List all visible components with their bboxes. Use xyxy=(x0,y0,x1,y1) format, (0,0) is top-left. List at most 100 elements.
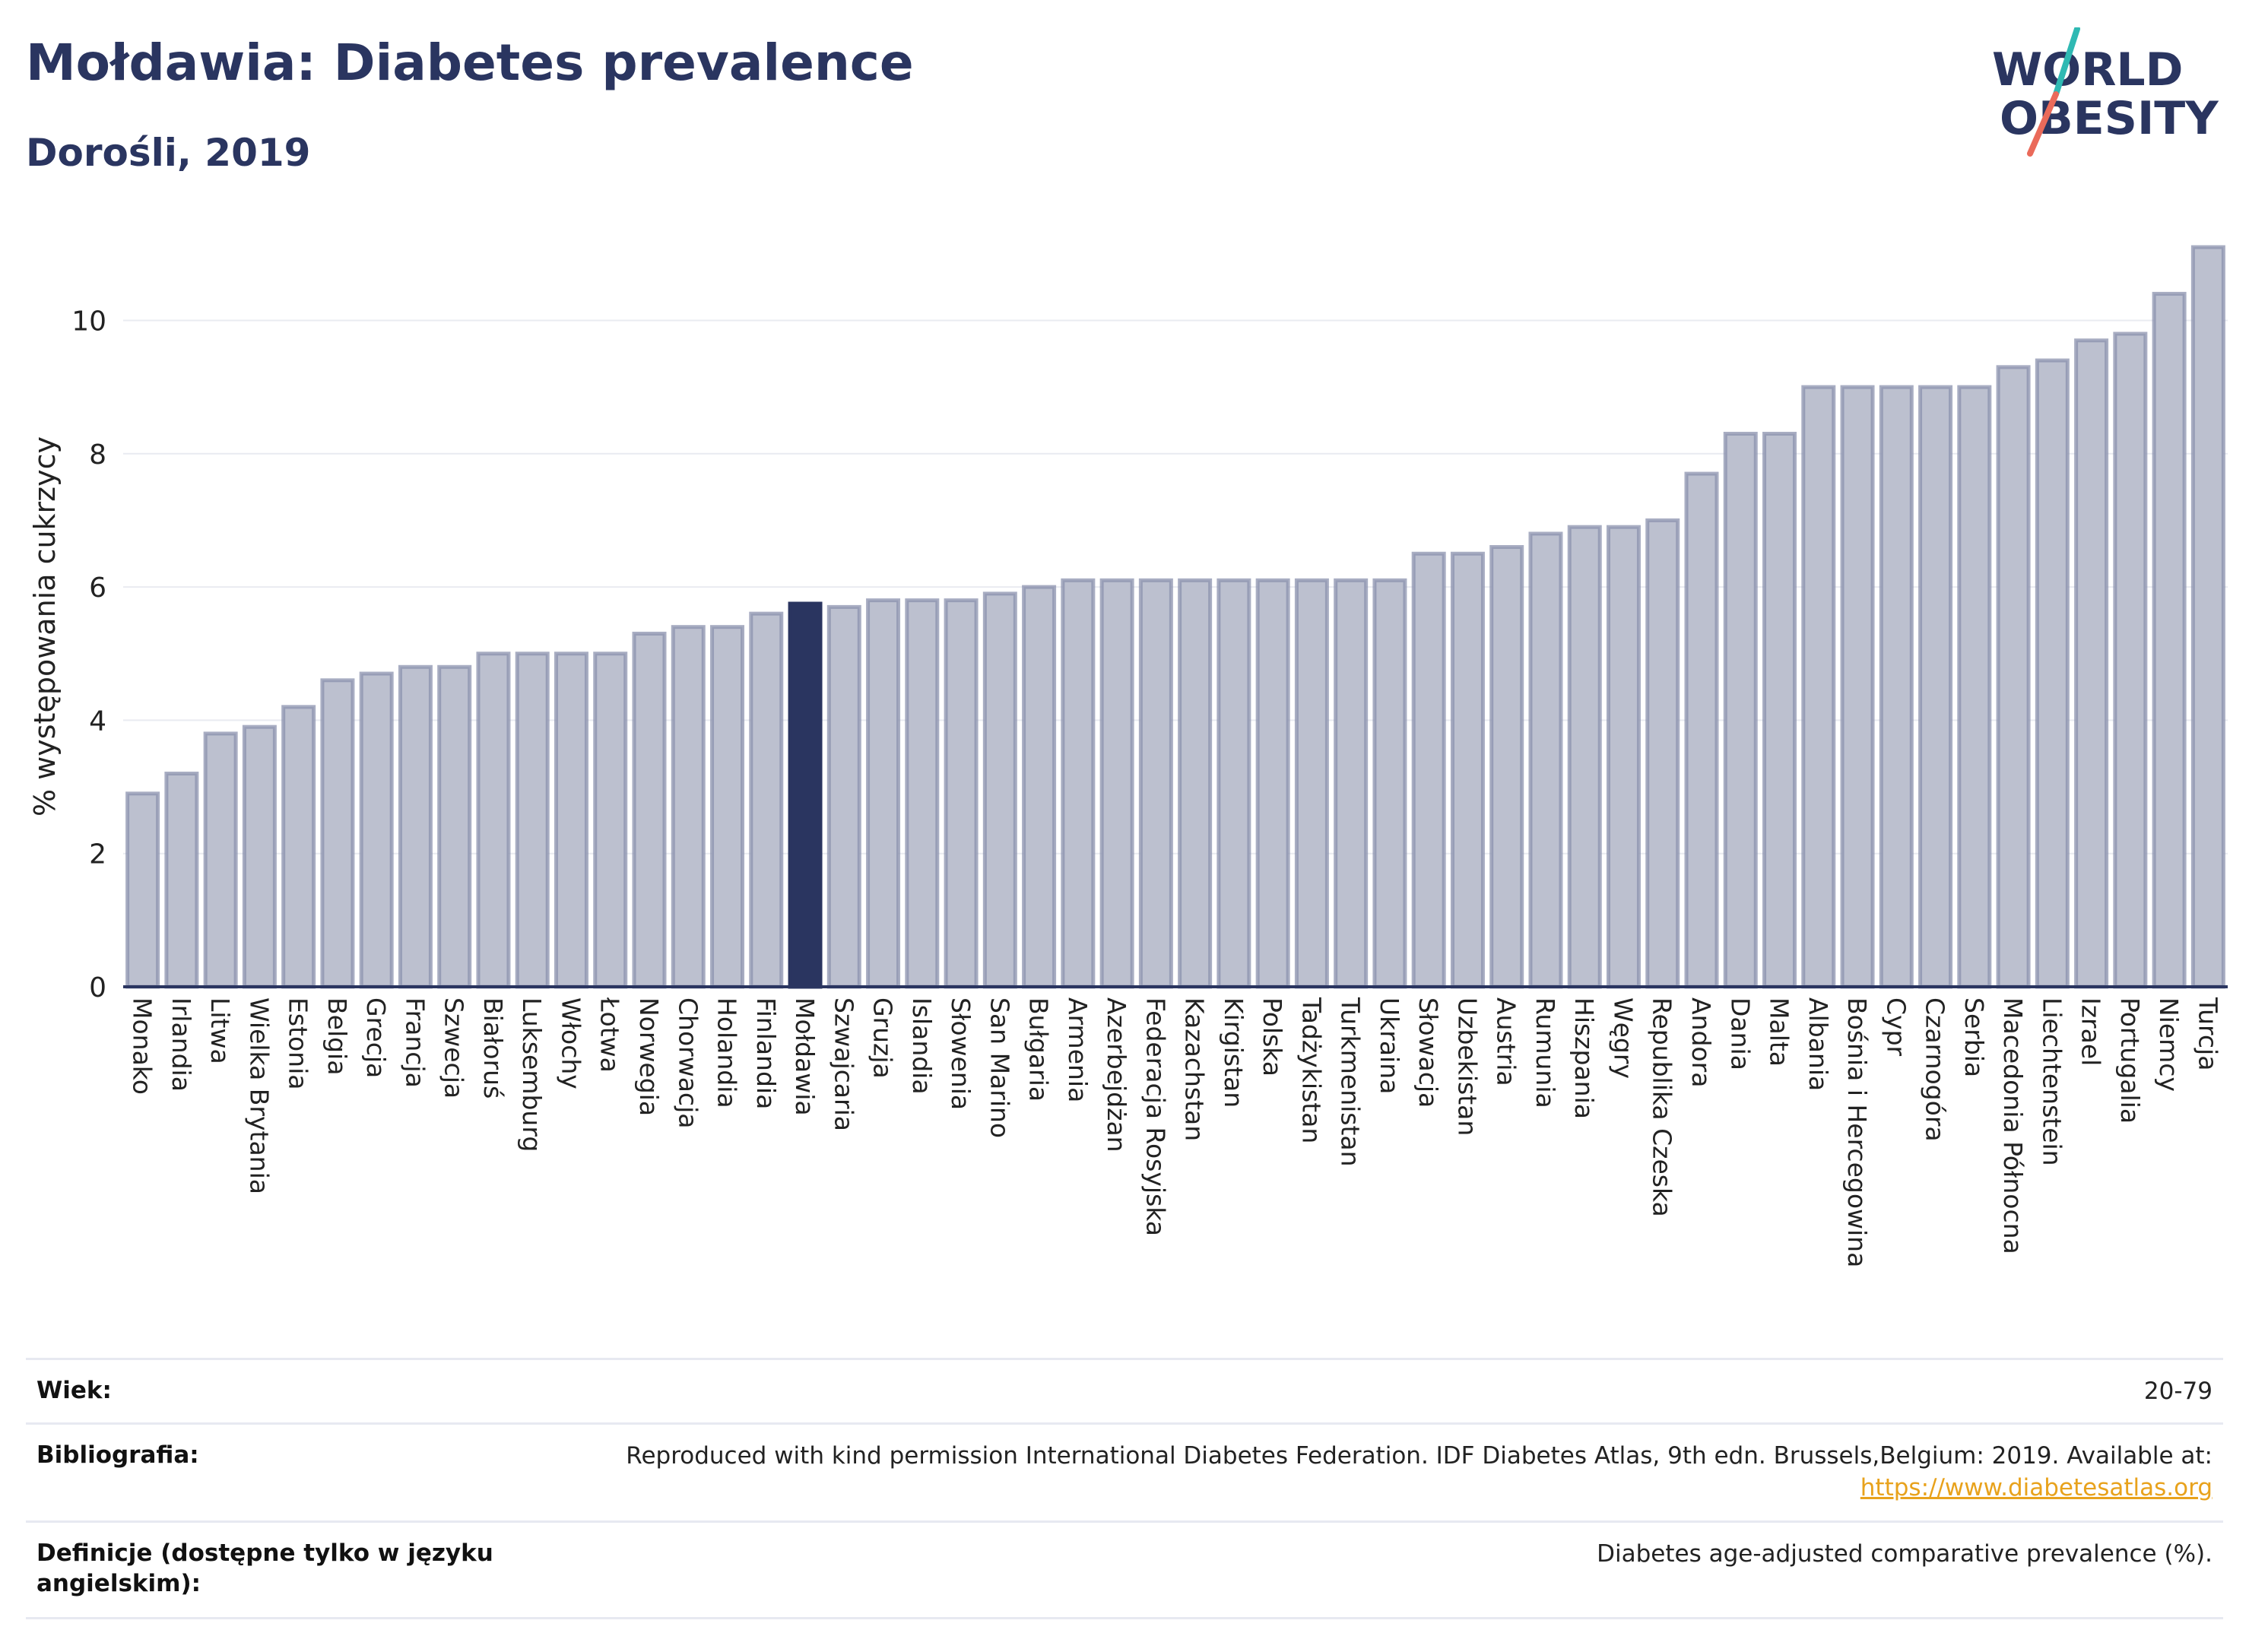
bar-malta xyxy=(1762,431,1797,989)
bar-rumunia xyxy=(1528,531,1563,989)
bar-san-marino xyxy=(982,591,1017,989)
x-tick-label: Tadżykistan xyxy=(1296,997,1326,1143)
logo-text-world: WORLD xyxy=(1992,43,2183,97)
x-tick-label: Holandia xyxy=(712,997,742,1108)
bar-irlandia xyxy=(164,772,199,989)
bar-belgia xyxy=(320,678,355,989)
x-tick-label: Portugalia xyxy=(2115,997,2145,1124)
bar-macedonia-północna xyxy=(1996,365,2031,989)
bar-kazachstan xyxy=(1178,578,1213,989)
x-tick-label: Wielka Brytania xyxy=(244,997,274,1194)
definitions-value: Diabetes age-adjusted comparative preval… xyxy=(1597,1540,2213,1568)
x-tick-label: Bułgaria xyxy=(1024,997,1054,1102)
bar-islandia xyxy=(905,598,940,989)
x-tick-label: Słowacja xyxy=(1413,997,1443,1108)
y-axis-label: % występowania cukrzycy xyxy=(28,436,62,816)
x-tick-label: Liechtenstein xyxy=(2037,997,2067,1166)
footer-row-age: Wiek: 20-79 xyxy=(26,1358,2223,1422)
bar-łotwa xyxy=(593,652,628,989)
x-tick-label: Mołdawia xyxy=(790,997,820,1116)
definitions-label: Definicje (dostępne tylko w języku angie… xyxy=(36,1539,493,1597)
x-tick-label: Gruzja xyxy=(868,997,898,1079)
page-subtitle: Dorośli, 2019 xyxy=(26,131,311,175)
bar-słowacja xyxy=(1411,551,1446,989)
bar-finlandia xyxy=(749,611,784,989)
bar-izrael xyxy=(2074,338,2109,989)
bar-włochy xyxy=(554,652,588,989)
x-tick-label: Irlandia xyxy=(167,997,196,1092)
diabetes-atlas-link[interactable]: https://www.diabetesatlas.org xyxy=(1860,1474,2213,1501)
x-tick-label: Albania xyxy=(1803,997,1833,1091)
x-tick-label: Ukraina xyxy=(1375,997,1404,1094)
bar-kirgistan xyxy=(1216,578,1251,989)
x-tick-label: Czarnogóra xyxy=(1921,997,1950,1142)
x-tick-label: Litwa xyxy=(205,997,235,1064)
logo-text-obesity: OBESITY xyxy=(2000,92,2219,145)
footer-table: Wiek: 20-79 Bibliografia: Reproduced wit… xyxy=(26,1358,2223,1619)
x-tick-label: Andora xyxy=(1686,997,1716,1087)
x-tick-label: Chorwacja xyxy=(673,997,703,1128)
x-tick-label: Uzbekistan xyxy=(1452,997,1482,1136)
x-tick-label: Republika Czeska xyxy=(1648,997,1677,1217)
bar-wielka-brytania xyxy=(242,725,277,989)
bar-mołdawia xyxy=(788,601,823,989)
bar-bułgaria xyxy=(1022,585,1057,989)
y-tick-labels: 0 2 4 6 8 10 xyxy=(71,306,106,1004)
x-tick-label: Dania xyxy=(1725,997,1755,1070)
y-tick-label: 2 xyxy=(89,839,106,870)
bar-ukraina xyxy=(1372,578,1407,989)
x-tick-label: Hiszpania xyxy=(1569,997,1599,1119)
x-tick-label: Kirgistan xyxy=(1219,997,1248,1108)
x-tick-label: Islandia xyxy=(907,997,937,1095)
x-tick-label: Federacja Rosyjska xyxy=(1140,997,1170,1236)
page-title: Mołdawia: Diabetes prevalence xyxy=(26,33,914,92)
x-tick-label: Słowenia xyxy=(946,997,975,1110)
bar-albania xyxy=(1801,385,1836,989)
y-tick-label: 10 xyxy=(71,306,106,337)
x-tick-label: Belgia xyxy=(322,997,352,1075)
x-tick-label: Armenia xyxy=(1063,997,1093,1102)
x-tick-label: Estonia xyxy=(284,997,313,1089)
y-tick-label: 0 xyxy=(89,972,106,1004)
x-tick-label: Luksemburg xyxy=(517,997,547,1152)
y-tick-label: 6 xyxy=(89,572,106,604)
x-tick-label: San Marino xyxy=(985,997,1014,1138)
x-tick-label: Azerbejdżan xyxy=(1102,997,1131,1153)
x-tick-label: Kazachstan xyxy=(1180,997,1210,1141)
x-tick-label: Włochy xyxy=(556,997,585,1089)
bar-cypr xyxy=(1879,385,1914,989)
bar-serbia xyxy=(1957,385,1992,989)
x-tick-label: Monako xyxy=(128,997,157,1095)
x-tick-label: Serbia xyxy=(1959,997,1989,1077)
x-tick-label: Norwegia xyxy=(634,997,664,1116)
bar-luksemburg xyxy=(515,652,550,989)
bar-azerbejdżan xyxy=(1099,578,1134,989)
x-tick-label: Turcja xyxy=(2193,997,2222,1070)
bar-czarnogóra xyxy=(1918,385,1953,989)
bar-liechtenstein xyxy=(2035,358,2070,989)
x-tick-label: Grecja xyxy=(361,997,391,1078)
bar-grecja xyxy=(359,671,394,989)
bar-bośnia-i-hercegowina xyxy=(1840,385,1875,989)
bar-węgry xyxy=(1606,525,1641,989)
bar-turkmenistan xyxy=(1334,578,1369,989)
x-tick-label: Łotwa xyxy=(595,997,625,1073)
bar-federacja-rosyjska xyxy=(1138,578,1173,989)
x-tick-labels: Monako Irlandia Litwa Wielka Brytania Estoni… xyxy=(128,997,2223,1267)
bar-niemcy xyxy=(2152,291,2187,989)
x-tick-label: Białoruś xyxy=(478,997,508,1099)
bibliography-label: Bibliografia: xyxy=(36,1441,199,1469)
bar-szwajcaria xyxy=(826,604,861,989)
x-tick-label: Niemcy xyxy=(2154,997,2184,1092)
x-tick-label: Rumunia xyxy=(1531,997,1560,1108)
age-value: 20-79 xyxy=(2143,1378,2213,1405)
logo-slash-coral xyxy=(2027,91,2059,157)
bar-monako xyxy=(125,791,160,989)
bar-tadżykistan xyxy=(1294,578,1329,989)
x-tick-label: Malta xyxy=(1765,997,1794,1067)
bar-szwecja xyxy=(437,664,472,989)
x-tick-label: Francja xyxy=(400,997,430,1088)
bar-andora xyxy=(1684,471,1719,989)
bar-chart: 0 2 4 6 8 10 Monako Irlandia Litwa Wielka Brytan… xyxy=(28,245,2228,1267)
x-tick-label: Polska xyxy=(1258,997,1287,1076)
